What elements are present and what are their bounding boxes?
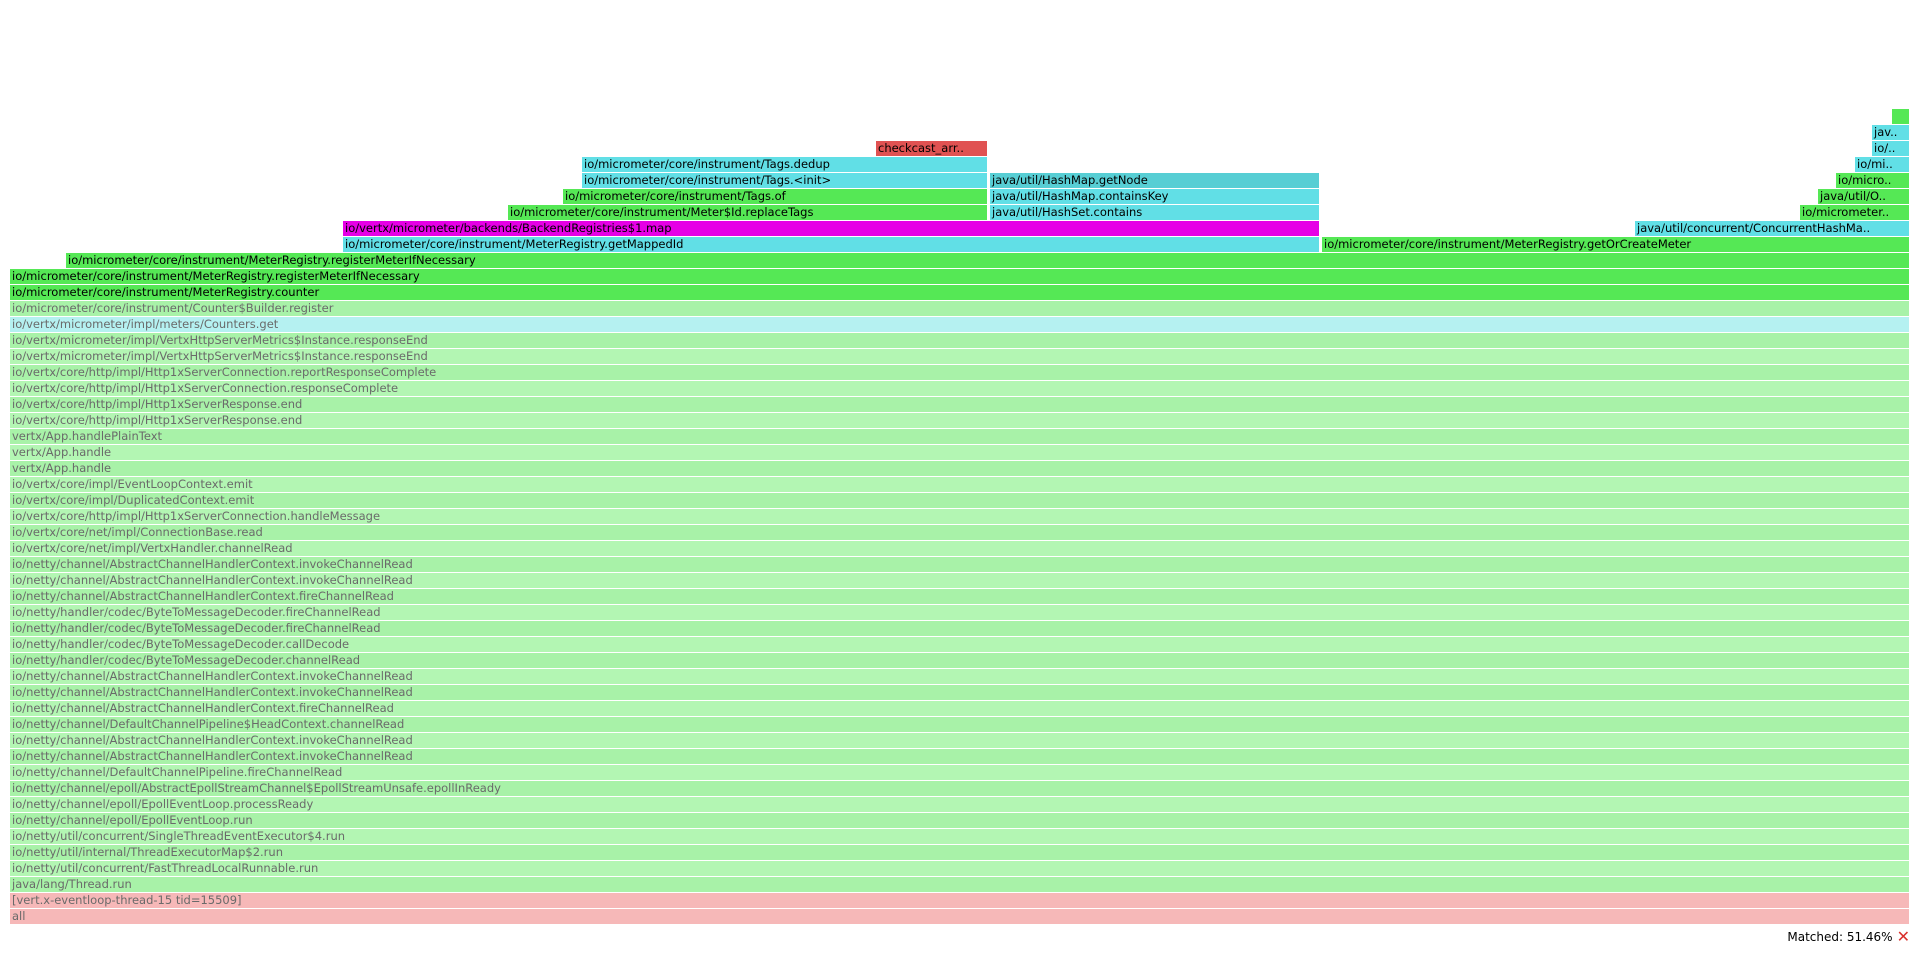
flame-frame[interactable]: io/micrometer/core/instrument/Tags.of bbox=[563, 189, 988, 204]
matched-percentage: Matched: 51.46% bbox=[1787, 930, 1893, 944]
flame-frame[interactable]: all bbox=[10, 909, 1910, 924]
flame-frame[interactable]: io/netty/channel/AbstractChannelHandlerC… bbox=[10, 749, 1910, 764]
flame-frame[interactable]: io/micrometer/core/instrument/Tags.dedup bbox=[582, 157, 988, 172]
flame-frame[interactable]: io/netty/channel/AbstractChannelHandlerC… bbox=[10, 589, 1910, 604]
flame-frame[interactable]: io/netty/channel/AbstractChannelHandlerC… bbox=[10, 733, 1910, 748]
flame-frame[interactable]: io/vertx/core/http/impl/Http1xServerResp… bbox=[10, 397, 1910, 412]
flame-frame[interactable]: io/netty/handler/codec/ByteToMessageDeco… bbox=[10, 637, 1910, 652]
flame-frame[interactable]: io/netty/channel/DefaultChannelPipeline.… bbox=[10, 765, 1910, 780]
flame-frame[interactable]: java/util/concurrent/ConcurrentHashMa.. bbox=[1635, 221, 1910, 236]
flame-frame[interactable]: io/netty/channel/AbstractChannelHandlerC… bbox=[10, 685, 1910, 700]
flame-frame[interactable]: io/netty/util/concurrent/SingleThreadEve… bbox=[10, 829, 1910, 844]
flame-frame[interactable]: io/netty/channel/AbstractChannelHandlerC… bbox=[10, 573, 1910, 588]
flame-frame[interactable]: jav.. bbox=[1872, 125, 1910, 140]
flame-frame[interactable]: vertx/App.handle bbox=[10, 461, 1910, 476]
flame-frame[interactable]: io/netty/util/internal/ThreadExecutorMap… bbox=[10, 845, 1910, 860]
flame-frame[interactable]: io/netty/channel/epoll/AbstractEpollStre… bbox=[10, 781, 1910, 796]
flame-frame[interactable]: io/vertx/micrometer/impl/VertxHttpServer… bbox=[10, 333, 1910, 348]
flame-frame[interactable]: checkcast_arr.. bbox=[876, 141, 988, 156]
flame-frame[interactable]: io/micrometer/core/instrument/Meter$Id.r… bbox=[508, 205, 988, 220]
flame-frame[interactable]: [vert.x-eventloop-thread-15 tid=15509] bbox=[10, 893, 1910, 908]
flame-frame[interactable]: io/micrometer.. bbox=[1800, 205, 1910, 220]
flame-frame[interactable]: io/netty/channel/AbstractChannelHandlerC… bbox=[10, 669, 1910, 684]
flame-frame[interactable]: io/micrometer/core/instrument/Tags.<init… bbox=[582, 173, 988, 188]
flame-frame[interactable]: java/lang/Thread.run bbox=[10, 877, 1910, 892]
flame-frame[interactable]: io/vertx/core/impl/EventLoopContext.emit bbox=[10, 477, 1910, 492]
flame-frame[interactable]: io/mi.. bbox=[1855, 157, 1910, 172]
flame-frame[interactable]: io/micrometer/core/instrument/MeterRegis… bbox=[66, 253, 1910, 268]
flame-frame[interactable]: vertx/App.handle bbox=[10, 445, 1910, 460]
flame-frame[interactable]: io/vertx/core/net/impl/VertxHandler.chan… bbox=[10, 541, 1910, 556]
flame-frame[interactable]: io/vertx/micrometer/impl/meters/Counters… bbox=[10, 317, 1910, 332]
flame-frame[interactable]: io/vertx/micrometer/impl/VertxHttpServer… bbox=[10, 349, 1910, 364]
match-status: Matched: 51.46% ✕ bbox=[1787, 927, 1910, 946]
flame-frame[interactable] bbox=[1892, 109, 1910, 124]
flame-frame[interactable]: io/micrometer/core/instrument/MeterRegis… bbox=[10, 269, 1910, 284]
flame-frame[interactable]: io/micrometer/core/instrument/MeterRegis… bbox=[1322, 237, 1910, 252]
flame-frame[interactable]: io/netty/channel/epoll/EpollEventLoop.pr… bbox=[10, 797, 1910, 812]
flame-frame[interactable]: io/netty/channel/DefaultChannelPipeline$… bbox=[10, 717, 1910, 732]
flame-frame[interactable]: io/vertx/core/http/impl/Http1xServerConn… bbox=[10, 381, 1910, 396]
flame-frame[interactable]: io/netty/handler/codec/ByteToMessageDeco… bbox=[10, 653, 1910, 668]
close-icon[interactable]: ✕ bbox=[1896, 927, 1910, 946]
flame-frame[interactable]: java/util/HashMap.containsKey bbox=[990, 189, 1320, 204]
flame-frame[interactable]: io/vertx/core/http/impl/Http1xServerConn… bbox=[10, 509, 1910, 524]
flame-frame[interactable]: io/netty/handler/codec/ByteToMessageDeco… bbox=[10, 621, 1910, 636]
flame-frame[interactable]: io/netty/handler/codec/ByteToMessageDeco… bbox=[10, 605, 1910, 620]
flame-frame[interactable]: io/netty/util/concurrent/FastThreadLocal… bbox=[10, 861, 1910, 876]
flame-frame[interactable]: java/util/O.. bbox=[1818, 189, 1910, 204]
flame-frame[interactable]: io/netty/channel/AbstractChannelHandlerC… bbox=[10, 557, 1910, 572]
flame-frame[interactable]: io/vertx/core/http/impl/Http1xServerConn… bbox=[10, 365, 1910, 380]
flame-frame[interactable]: io/netty/channel/epoll/EpollEventLoop.ru… bbox=[10, 813, 1910, 828]
flame-frame[interactable]: io/vertx/core/net/impl/ConnectionBase.re… bbox=[10, 525, 1910, 540]
flame-frame[interactable]: io/micrometer/core/instrument/Counter$Bu… bbox=[10, 301, 1910, 316]
flame-frame[interactable]: io/netty/channel/AbstractChannelHandlerC… bbox=[10, 701, 1910, 716]
flame-frame[interactable]: vertx/App.handlePlainText bbox=[10, 429, 1910, 444]
flame-frame[interactable]: io/vertx/micrometer/backends/BackendRegi… bbox=[343, 221, 1320, 236]
flame-frame[interactable]: io/vertx/core/impl/DuplicatedContext.emi… bbox=[10, 493, 1910, 508]
flame-frame[interactable]: io/micrometer/core/instrument/MeterRegis… bbox=[10, 285, 1910, 300]
flame-frame[interactable]: io/.. bbox=[1872, 141, 1910, 156]
flame-frame[interactable]: io/micrometer/core/instrument/MeterRegis… bbox=[343, 237, 1320, 252]
flame-frame[interactable]: java/util/HashMap.getNode bbox=[990, 173, 1320, 188]
flame-frame[interactable]: io/micro.. bbox=[1836, 173, 1910, 188]
flame-frame[interactable]: io/vertx/core/http/impl/Http1xServerResp… bbox=[10, 413, 1910, 428]
flame-frame[interactable]: java/util/HashSet.contains bbox=[990, 205, 1320, 220]
